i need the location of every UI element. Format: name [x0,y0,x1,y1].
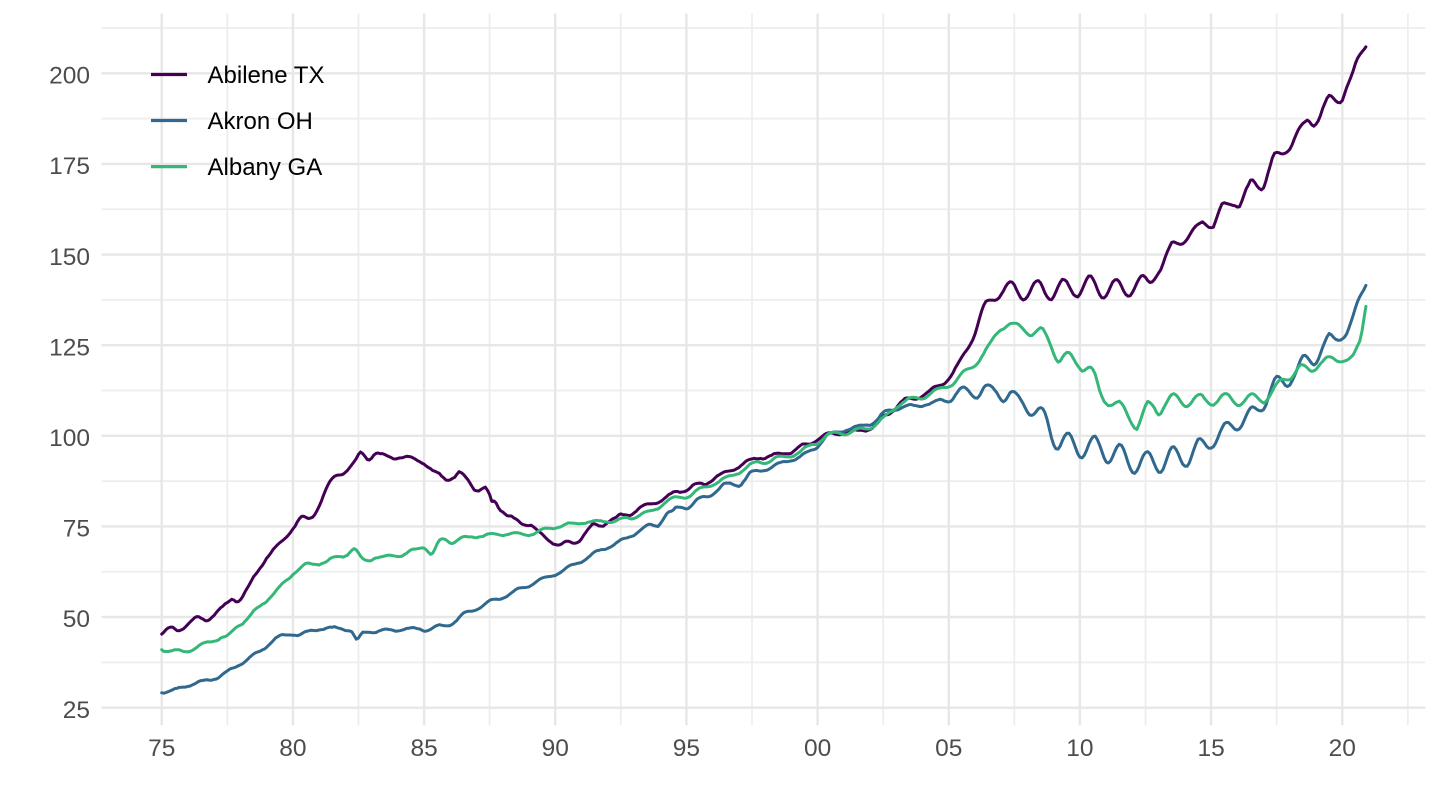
svg-text:90: 90 [542,735,569,762]
svg-text:100: 100 [49,425,90,452]
svg-text:175: 175 [49,153,90,180]
svg-text:125: 125 [49,334,90,361]
svg-text:00: 00 [804,735,831,762]
svg-text:75: 75 [148,735,175,762]
svg-text:80: 80 [279,735,306,762]
svg-text:50: 50 [63,606,90,633]
svg-text:75: 75 [63,516,90,543]
svg-text:05: 05 [935,735,962,762]
svg-text:Abilene TX: Abilene TX [208,62,325,89]
svg-text:15: 15 [1197,735,1224,762]
svg-text:200: 200 [49,63,90,90]
svg-text:95: 95 [673,735,700,762]
svg-text:20: 20 [1329,735,1356,762]
svg-text:150: 150 [49,244,90,271]
svg-text:Albany GA: Albany GA [208,154,323,181]
svg-text:85: 85 [410,735,437,762]
svg-text:25: 25 [63,697,90,724]
svg-text:10: 10 [1066,735,1093,762]
svg-text:Akron OH: Akron OH [208,108,313,135]
